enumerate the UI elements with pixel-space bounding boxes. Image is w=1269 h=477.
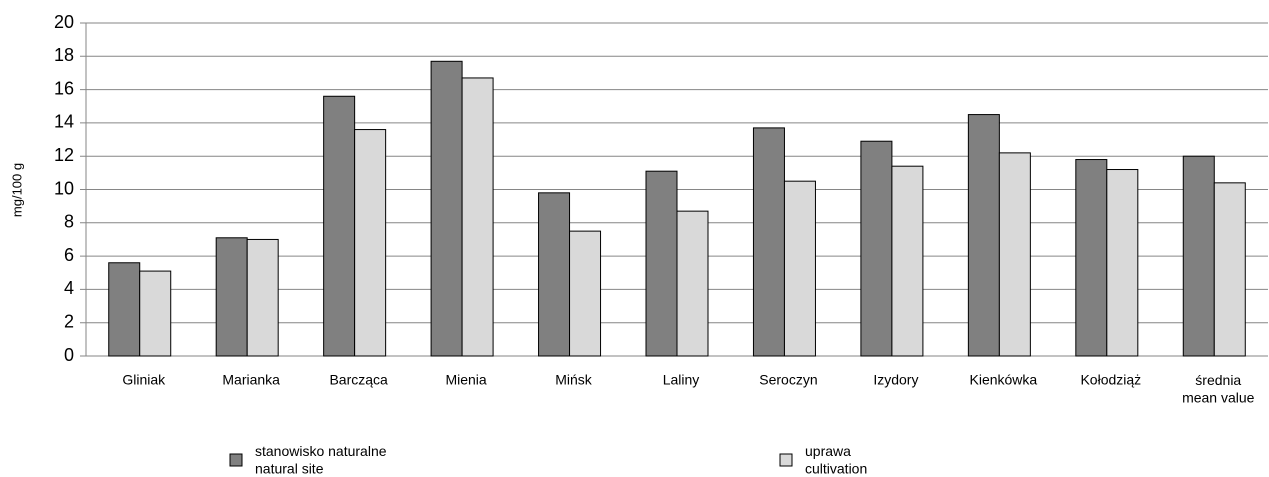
legend-swatch bbox=[779, 453, 793, 467]
y-tick-label: 6 bbox=[64, 245, 74, 265]
bar bbox=[1075, 159, 1108, 357]
bar bbox=[998, 152, 1031, 357]
x-tick-label: Laliny bbox=[663, 372, 700, 388]
bar bbox=[891, 165, 924, 357]
bar bbox=[246, 238, 279, 357]
bar bbox=[323, 95, 356, 357]
y-tick-label: 4 bbox=[64, 278, 74, 298]
bar bbox=[645, 170, 678, 357]
x-tick-label: Kienkówka bbox=[970, 372, 1038, 388]
y-tick-label: 18 bbox=[54, 45, 74, 65]
bar bbox=[1182, 155, 1215, 357]
x-tick-label: Kołodziąż bbox=[1080, 372, 1141, 388]
bar bbox=[538, 192, 571, 357]
x-tick-label: Mienia bbox=[445, 372, 486, 388]
bar bbox=[108, 262, 141, 357]
bar bbox=[967, 114, 1000, 357]
x-tick-label: Gliniak bbox=[122, 372, 166, 388]
y-tick-label: 16 bbox=[54, 78, 74, 98]
y-axis-label: mg/100 g bbox=[9, 163, 24, 217]
bar bbox=[569, 230, 602, 357]
x-tick-label: Barcząca bbox=[329, 372, 388, 388]
bar bbox=[139, 270, 172, 357]
x-tick-label: średnia mean value bbox=[1182, 372, 1255, 406]
bar bbox=[461, 77, 494, 357]
bar bbox=[1213, 182, 1246, 357]
bar bbox=[430, 60, 463, 357]
bar bbox=[860, 140, 893, 357]
y-tick-label: 8 bbox=[64, 212, 74, 232]
y-tick-label: 12 bbox=[54, 145, 74, 165]
x-tick-label: Izydory bbox=[873, 372, 918, 388]
bar bbox=[676, 210, 709, 357]
bar bbox=[752, 127, 785, 357]
y-tick-label: 10 bbox=[54, 178, 74, 198]
bar bbox=[354, 129, 387, 357]
y-tick-label: 14 bbox=[54, 112, 74, 132]
legend-swatch bbox=[229, 453, 243, 467]
bar bbox=[215, 237, 248, 357]
x-tick-label: Marianka bbox=[222, 372, 280, 388]
bar bbox=[1106, 169, 1139, 357]
x-tick-label: Seroczyn bbox=[759, 372, 817, 388]
bar bbox=[783, 180, 816, 357]
y-tick-label: 0 bbox=[64, 345, 74, 365]
y-tick-label: 2 bbox=[64, 311, 74, 331]
y-tick-label: 20 bbox=[54, 12, 74, 32]
legend-label: uprawa cultivation bbox=[805, 443, 867, 477]
legend-label: stanowisko naturalne natural site bbox=[255, 443, 387, 477]
x-tick-label: Mińsk bbox=[555, 372, 593, 388]
